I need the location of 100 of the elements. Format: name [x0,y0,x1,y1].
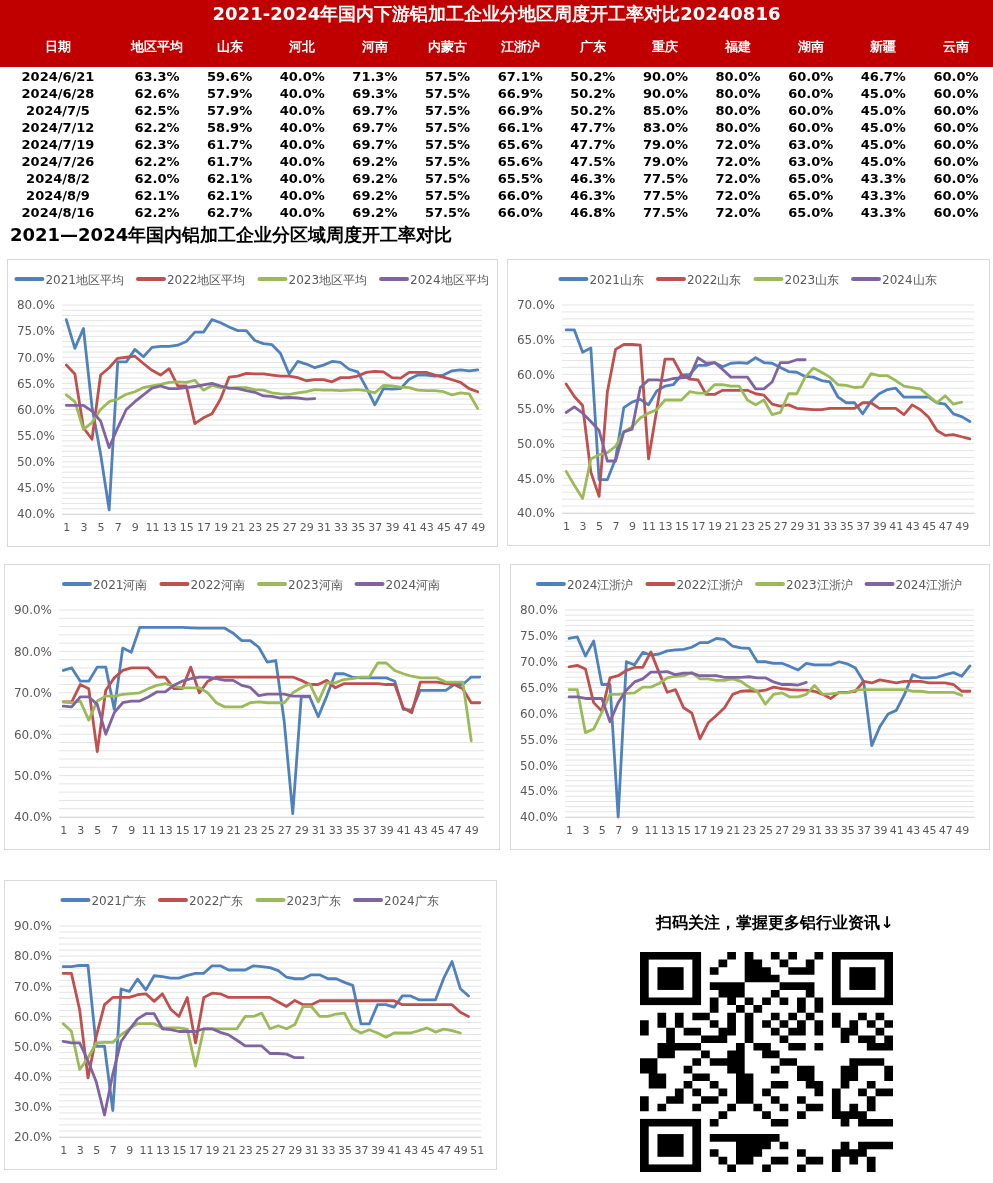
data-label: 50.2% [570,85,616,101]
data-label: 40.0% [279,68,325,84]
line-series [567,670,808,724]
x-tick-label: 19 [709,823,724,837]
data-label: 62.2% [134,204,180,220]
x-tick-label: 地区平均 [130,39,183,54]
y-tick-label: 60.0% [16,402,55,417]
y-tick-label: 2024/8/2 [26,170,90,186]
x-tick-label: 23 [243,823,258,837]
data-label: 63.0% [788,153,834,169]
line-series [61,1005,462,1071]
data-label: 45.0% [860,136,906,152]
data-label: 59.6% [207,68,253,84]
data-label: 60.0% [933,136,979,152]
data-label: 60.0% [933,204,979,220]
y-tick-label: 70.0% [519,655,558,670]
data-label: 43.3% [860,170,906,186]
x-tick-label: 35 [351,520,366,534]
x-tick-label: 43 [905,519,920,533]
y-tick-label: 70.0% [13,686,52,701]
legend-label: 2024广东 [384,893,439,908]
data-label: 40.0% [279,170,325,186]
data-label: 69.7% [352,102,398,118]
x-tick-label: 15 [175,823,190,837]
data-label: 69.7% [352,119,398,135]
data-label: 40.0% [279,136,325,152]
x-tick-label: 福建 [724,39,752,54]
line-series [564,356,807,463]
x-tick-label: 5 [596,519,604,533]
x-tick-label: 17 [192,823,207,837]
x-tick-label: 29 [288,1143,303,1157]
legend-label: 2022河南 [190,577,245,592]
y-axis-title: 日期 [45,39,71,54]
x-tick-label: 51 [470,1143,485,1157]
x-tick-label: 5 [598,823,606,837]
legend-label: 2023山东 [784,272,840,287]
legend-label: 2023河南 [288,577,343,592]
x-tick-label: 31 [316,520,331,534]
y-tick-label: 45.0% [519,784,558,799]
data-label: 40.0% [279,85,325,101]
x-tick-label: 43 [419,520,434,534]
x-tick-label: 33 [823,519,838,533]
x-tick-label: 21 [226,823,241,837]
data-label: 40.0% [279,204,325,220]
line-series [567,671,964,735]
y-tick-label: 2024/6/21 [21,68,95,84]
legend-label: 2024河南 [385,577,441,592]
x-tick-label: 9 [126,1143,134,1157]
x-tick-label: 37 [857,823,872,837]
x-tick-label: 27 [282,520,297,534]
y-tick-label: 2024/7/26 [21,153,95,169]
y-tick-label: 60.0% [13,1009,52,1024]
text: 2021—2024年国内铝加工企业分区域周度开工率对比 [10,224,453,245]
x-tick-label: 5 [97,520,105,534]
data-label: 77.5% [642,170,689,186]
x-tick-label: 11 [141,823,156,837]
data-label: 85.0% [642,102,689,118]
y-tick-label: 40.0% [13,810,52,825]
data-label: 47.7% [570,119,616,135]
x-tick-label: 47 [938,823,953,837]
y-tick-label: 50.0% [16,455,55,470]
data-label: 58.9% [207,119,253,135]
legend-label: 2024地区平均 [410,272,489,287]
data-label: 71.3% [352,68,398,84]
x-tick-label: 45 [436,520,451,534]
x-tick-label: 37 [354,1143,369,1157]
x-tick-label: 11 [642,519,657,533]
x-tick-label: 47 [437,1143,452,1157]
x-tick-label: 内蒙古 [428,39,468,54]
x-tick-label: 13 [658,519,673,533]
x-tick-label: 21 [231,520,246,534]
x-tick-label: 41 [387,1143,402,1157]
data-label: 57.5% [424,68,471,84]
data-label: 45.0% [860,85,906,101]
data-label: 57.9% [207,102,253,118]
x-tick-label: 3 [77,823,85,837]
y-tick-label: 40.0% [516,506,555,521]
legend-label: 2022山东 [686,272,742,287]
y-tick-label: 2024/7/19 [21,136,95,152]
x-tick-label: 3 [582,823,590,837]
data-label: 69.7% [352,136,398,152]
legend-label: 2021地区平均 [45,272,124,287]
x-tick-label: 37 [368,520,383,534]
data-label: 57.5% [424,187,471,203]
x-tick-label: 33 [334,520,349,534]
x-tick-label: 41 [402,520,417,534]
x-tick-label: 3 [76,1143,84,1157]
x-tick-label: 1 [60,823,68,837]
x-tick-label: 新疆 [869,39,897,54]
x-tick-label: 17 [691,519,706,533]
x-tick-label: 25 [757,519,772,533]
x-tick-label: 41 [889,823,904,837]
data-label: 60.0% [933,170,979,186]
data-label: 65.0% [788,170,834,186]
x-tick-label: 31 [304,1143,319,1157]
x-tick-label: 广东 [578,39,606,54]
x-tick-label: 47 [938,519,953,533]
data-label: 43.3% [860,204,906,220]
legend-label: 2024山东 [882,272,937,287]
data-label: 60.0% [933,119,979,135]
